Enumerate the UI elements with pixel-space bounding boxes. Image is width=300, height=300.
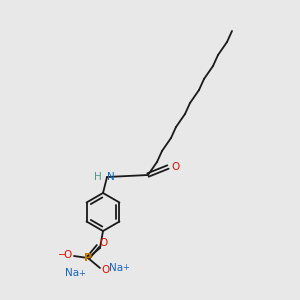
Text: O: O: [99, 238, 107, 248]
Text: −: −: [58, 250, 66, 260]
Text: N: N: [107, 172, 115, 182]
Text: H: H: [94, 172, 102, 182]
Text: O: O: [101, 265, 109, 275]
Text: Na: Na: [109, 263, 123, 273]
Text: O: O: [172, 162, 180, 172]
Text: +: +: [123, 263, 129, 272]
Text: Na: Na: [65, 268, 79, 278]
Text: P: P: [84, 253, 92, 263]
Text: +: +: [79, 268, 86, 278]
Text: O: O: [64, 250, 72, 260]
